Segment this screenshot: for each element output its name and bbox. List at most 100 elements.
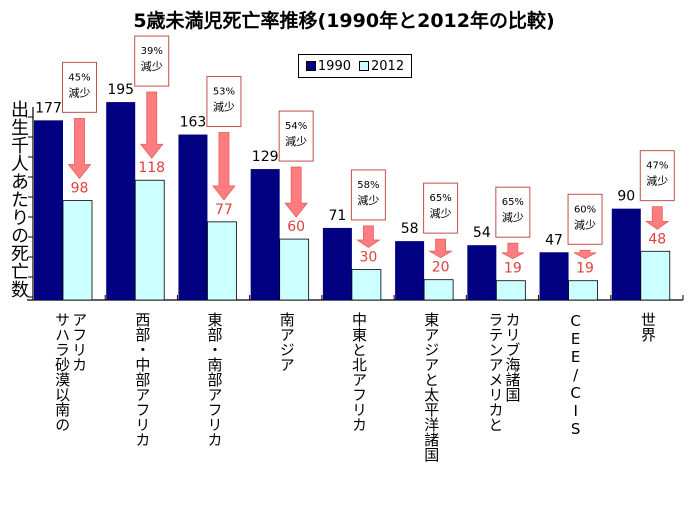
data-label-1990: 163 [180,115,207,131]
annotation-text: 減少 [574,217,596,231]
x-tick-label: カリブ海諸国 ラテンアメリカと [486,312,522,432]
data-label-2012: 48 [648,231,666,247]
legend-label-1990: 1990 [317,58,351,74]
data-label-2012: 77 [215,202,233,218]
x-tick-label-line: カリブ海諸国 [503,312,522,402]
decrease-arrow-icon [501,242,525,260]
x-tick-label-line: 東アジアと太平洋諸国 [422,312,441,462]
x-tick-label: 中東と北アフリカ [350,312,368,432]
data-label-1990: 177 [35,100,62,116]
bar-2012 [351,269,382,301]
annotation-text: 減少 [646,174,668,188]
bar-2012 [207,221,237,301]
annotation-box [350,169,386,221]
x-tick-label: 世界 [638,312,657,342]
x-tick-label-line: 中東と北アフリカ [350,312,368,432]
bar-2012 [568,280,598,301]
annotation-percent: 54% [285,121,307,132]
annotation-percent: 60% [574,204,596,215]
data-label-1990: 71 [328,208,346,224]
data-label-1990: 129 [252,149,279,165]
legend: 1990 2012 [298,54,412,78]
x-tick-label: 西部・中部アフリカ [133,312,152,447]
bar-1990 [34,120,63,300]
annotation-box [206,76,242,128]
legend-item-2012: 2012 [359,59,404,74]
legend-swatch-2012 [359,61,369,71]
x-tick-label-line: CEE/CIS [566,312,585,438]
data-label-1990: 90 [617,189,635,205]
data-label-2012: 60 [287,219,305,235]
bar-1990 [178,134,208,300]
legend-label-2012: 2012 [371,58,405,74]
legend-item-1990: 1990 [305,58,351,74]
x-tick-label: 東部・南部アフリカ [205,312,224,447]
bar-2012 [640,250,671,301]
annotation-box [62,61,97,113]
decrease-arrow-icon [212,132,236,201]
decrease-arrow-icon [573,249,597,260]
x-tick-label-line: 西部・中部アフリカ [133,312,152,447]
annotation-box [567,193,603,245]
x-tick-label: CEE/CIS [566,312,585,438]
bar-2012 [62,200,93,301]
y-axis-label: 出生千人あたりの死亡数 [8,100,29,298]
bar-1990 [106,102,136,300]
bar-1990 [611,208,641,300]
data-label-2012: 98 [71,181,89,197]
bar-2012 [134,179,165,301]
data-label-2012: 118 [138,160,165,176]
annotation-percent: 65% [502,197,524,208]
data-label-2012: 19 [576,261,594,277]
data-label-1990: 54 [473,225,491,241]
data-label-1990: 47 [545,232,563,248]
x-tick-label-line: 南アジア [277,312,296,372]
bar-2012 [279,238,310,301]
chart-title: 5歳未満児死亡率推移(1990年と2012年の比較) [133,10,555,32]
bar-1990 [467,245,497,300]
annotation-text: 減少 [285,134,307,148]
annotation-text: 減少 [502,210,524,224]
annotation-box [134,35,170,87]
annotation-box [278,110,314,162]
bar-1990 [539,252,569,300]
annotation-text: 減少 [213,100,235,114]
annotation-text: 減少 [430,206,452,220]
x-tick-label-line: 東部・南部アフリカ [205,312,224,447]
decrease-arrow-icon [67,117,92,180]
annotation-percent: 45% [68,72,90,83]
data-label-2012: 30 [359,250,377,266]
x-tick-label-line: サハラ砂漠以南の [53,312,72,432]
data-label-2012: 20 [432,260,450,276]
annotation-box [423,182,459,234]
x-tick-label-line: 世界 [638,312,657,342]
annotation-percent: 58% [357,180,379,191]
bar-1990 [322,227,352,300]
annotation-percent: 65% [429,193,451,204]
decrease-arrow-icon [428,238,454,259]
x-tick-label: アフリカ サハラ砂漠以南の [53,312,89,432]
data-label-1990: 195 [107,82,134,98]
annotation-percent: 47% [646,161,668,172]
annotation-text: 減少 [357,193,379,207]
bar-2012 [423,279,454,301]
bar-2012 [495,280,526,301]
annotation-box [639,150,675,202]
decrease-arrow-icon [139,91,164,159]
annotation-box [495,186,531,238]
annotation-percent: 53% [213,87,235,98]
bar-1990 [395,241,425,300]
x-tick-label: 東アジアと太平洋諸国 [422,312,441,462]
legend-swatch-1990 [305,61,316,71]
annotation-text: 減少 [141,59,163,73]
x-tick-label: 南アジア [277,312,296,372]
x-tick-label-line: ラテンアメリカと [486,312,505,432]
decrease-arrow-icon [356,225,381,249]
bar-1990 [250,169,280,300]
annotation-percent: 39% [141,46,163,57]
x-tick-label-line: アフリカ [70,312,89,372]
data-label-2012: 19 [504,261,522,277]
data-label-1990: 58 [401,221,419,237]
annotation-text: 減少 [69,85,91,99]
